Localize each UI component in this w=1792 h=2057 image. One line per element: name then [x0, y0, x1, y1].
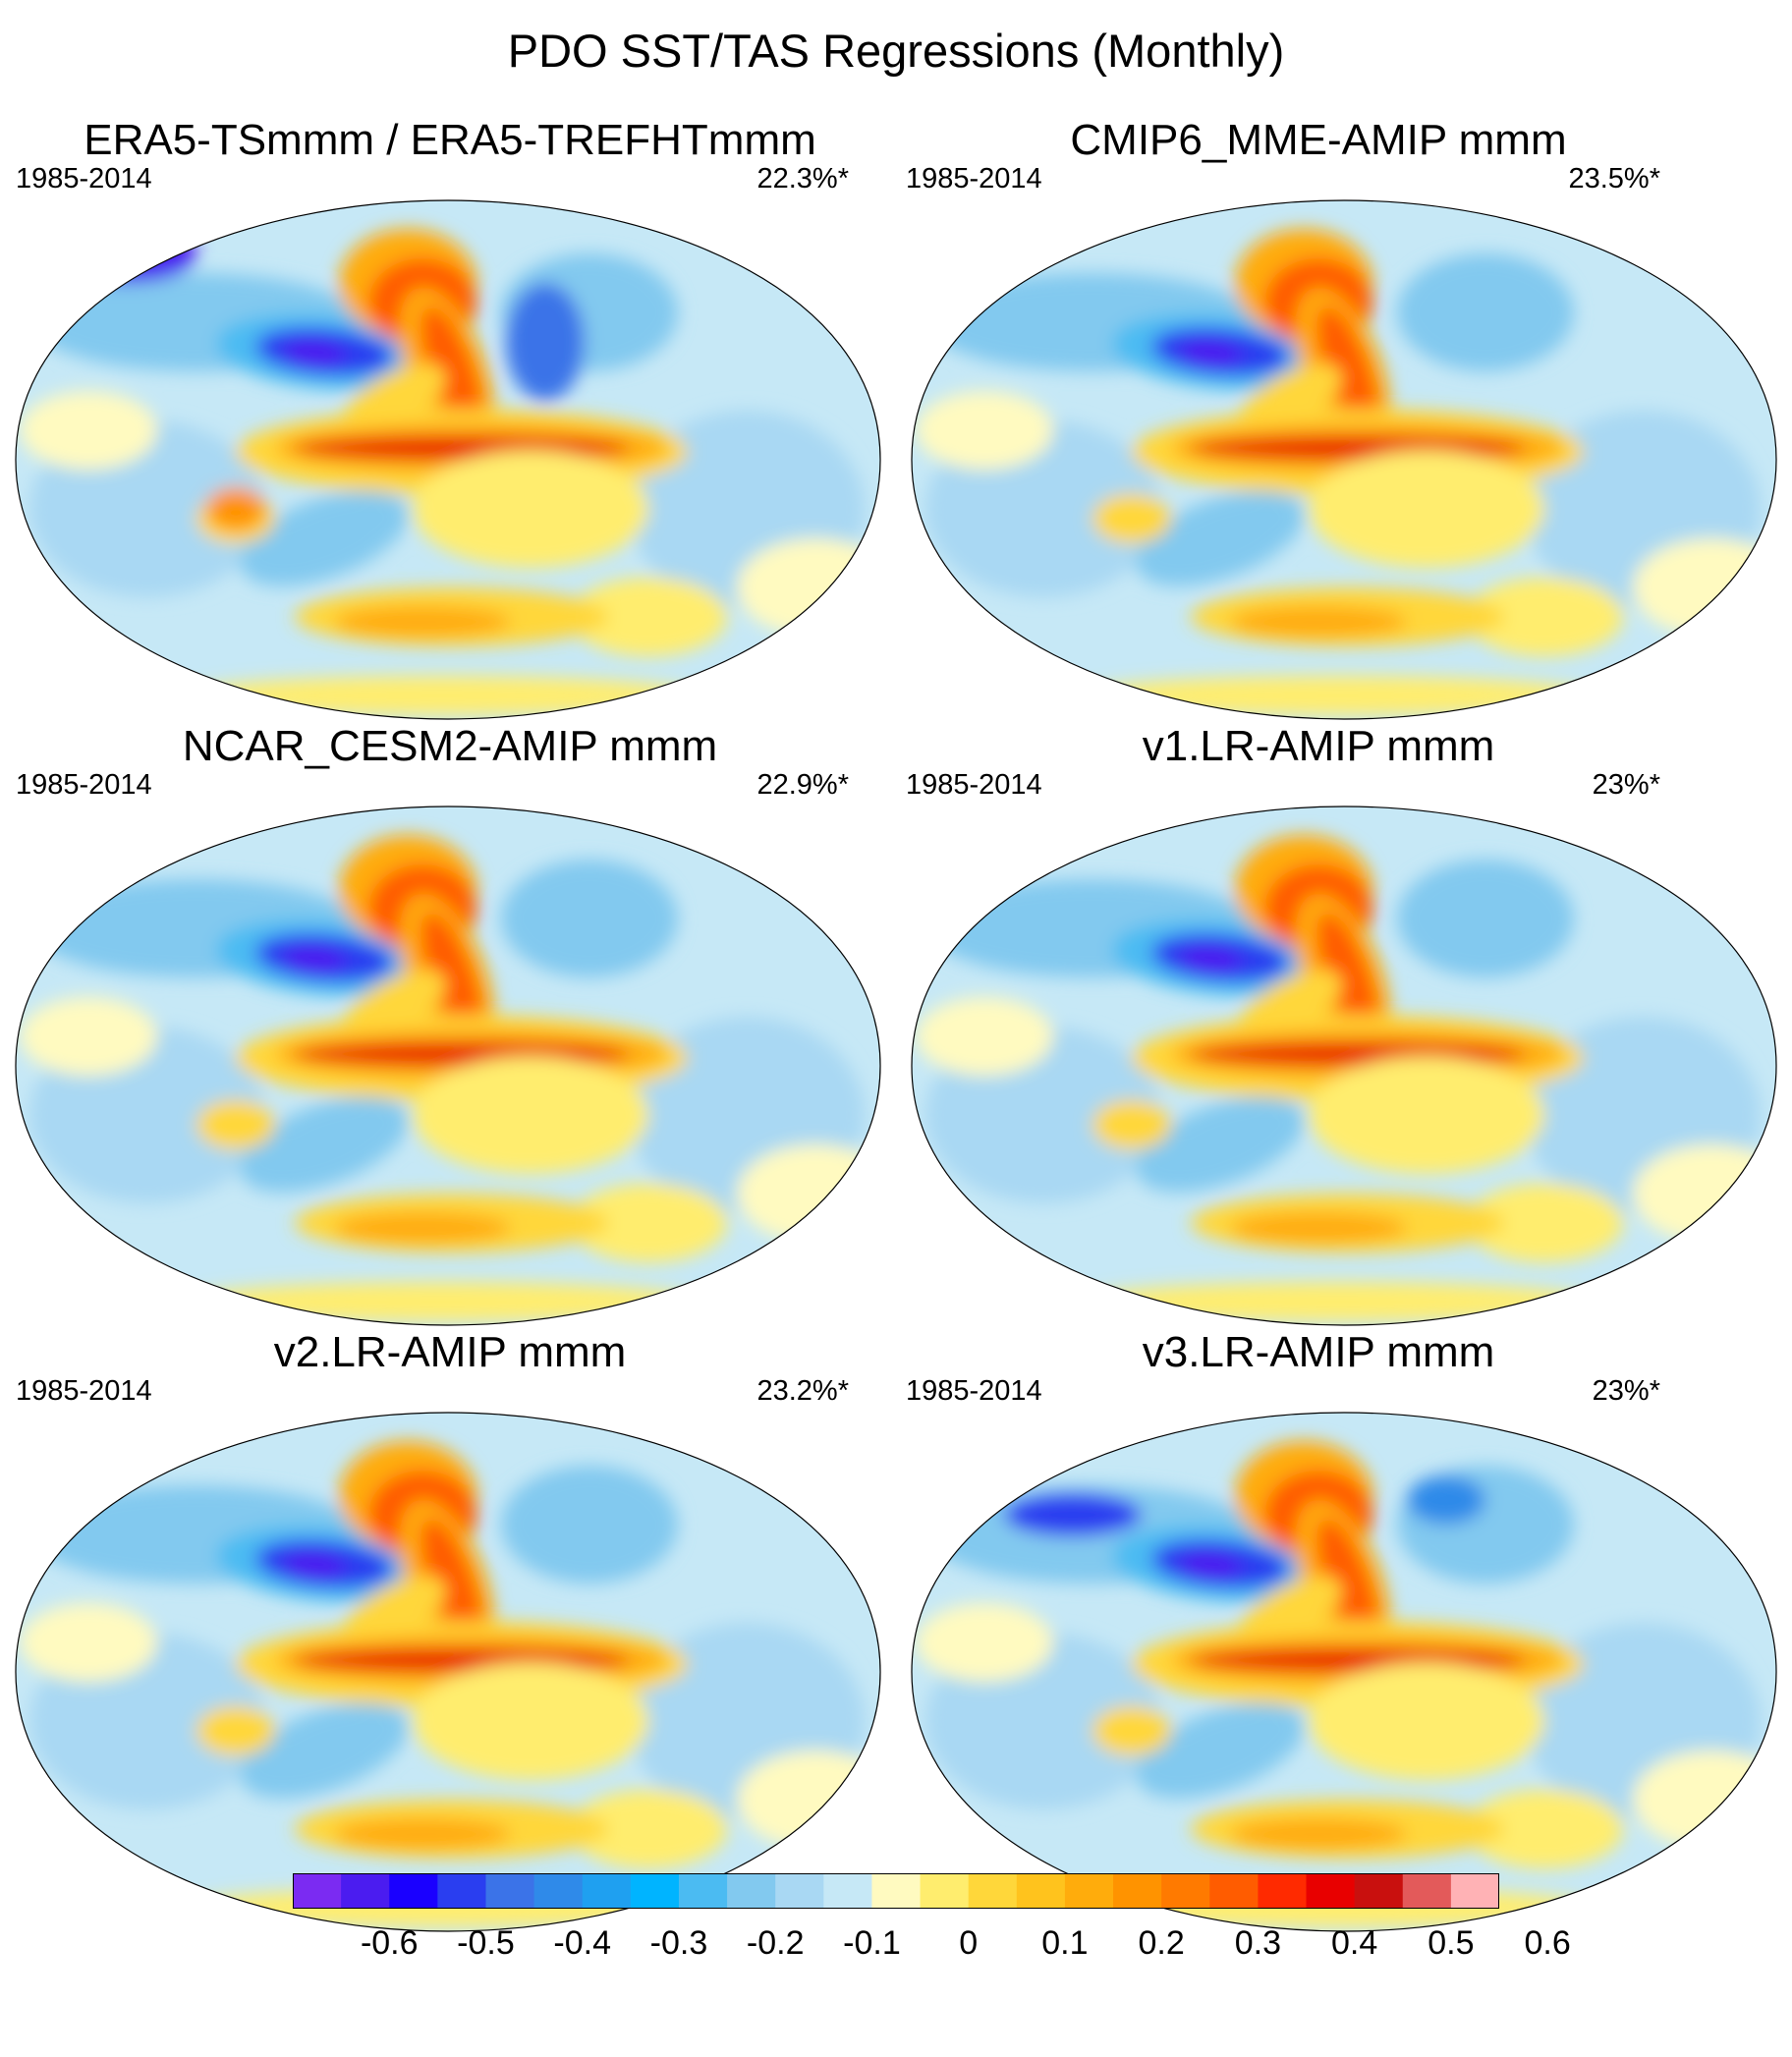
- colorbar-box: [1306, 1873, 1356, 1909]
- colorbar-box: [1161, 1873, 1210, 1909]
- colorbar-box: [630, 1873, 680, 1909]
- colorbar-box: [775, 1873, 824, 1909]
- map-panel-era5: ERA5-TSmmm / ERA5-TREFHTmmm 1985-2014 22…: [0, 116, 896, 720]
- map-panel-v1: v1.LR-AMIP mmm 1985-2014 23%*: [896, 722, 1792, 1326]
- regression-map: [15, 806, 881, 1326]
- colorbar: [293, 1873, 1499, 1909]
- colorbar-box: [920, 1873, 970, 1909]
- colorbar-box: [968, 1873, 1018, 1909]
- panel-period: 1985-2014: [16, 1375, 152, 1407]
- panel-period: 1985-2014: [906, 163, 1042, 195]
- colorbar-tick-label: 0.6: [1524, 1924, 1571, 1962]
- colorbar-tick-label: 0: [959, 1924, 979, 1962]
- colorbar-box: [1402, 1873, 1452, 1909]
- map-field: [16, 806, 880, 1325]
- panel-title: NCAR_CESM2-AMIP mmm: [182, 722, 718, 770]
- map-panel-cmip6: CMIP6_MME-AMIP mmm 1985-2014 23.5%*: [896, 116, 1792, 720]
- colorbar-box: [1258, 1873, 1308, 1909]
- map-border: [911, 806, 1777, 1326]
- panel-percent: 23.5%*: [1568, 163, 1660, 195]
- colorbar-box: [1016, 1873, 1066, 1909]
- colorbar-box: [533, 1873, 584, 1909]
- panel-period: 1985-2014: [906, 769, 1042, 801]
- panel-period: 1985-2014: [906, 1375, 1042, 1407]
- panel-percent: 23.2%*: [756, 1375, 849, 1407]
- colorbar-box: [823, 1873, 872, 1909]
- colorbar-box: [485, 1873, 535, 1909]
- colorbar-tick-label: -0.2: [746, 1924, 805, 1962]
- colorbar-tick-label: 0.3: [1234, 1924, 1282, 1962]
- regression-map: [15, 1412, 881, 1932]
- panel-title: ERA5-TSmmm / ERA5-TREFHTmmm: [84, 116, 816, 164]
- map-panel-v2: v2.LR-AMIP mmm 1985-2014 23.2%*: [0, 1328, 896, 1932]
- panel-title: v1.LR-AMIP mmm: [1142, 722, 1495, 770]
- colorbar-box: [293, 1873, 342, 1909]
- panel-percent: 23%*: [1592, 1375, 1660, 1407]
- colorbar-tick-label: 0.2: [1138, 1924, 1185, 1962]
- colorbar-box: [727, 1873, 776, 1909]
- colorbar-box: [341, 1873, 390, 1909]
- colorbar-tick-label: -0.3: [649, 1924, 708, 1962]
- colorbar-box: [1113, 1873, 1162, 1909]
- panel-title: v3.LR-AMIP mmm: [1142, 1328, 1495, 1376]
- map-border: [911, 199, 1777, 720]
- colorbar-tick-label: -0.6: [360, 1924, 419, 1962]
- map-border: [15, 1412, 881, 1932]
- map-panel-v3: v3.LR-AMIP mmm 1985-2014 23%*: [896, 1328, 1792, 1932]
- colorbar-tick-label: 0.4: [1330, 1924, 1378, 1962]
- panel-percent: 22.3%*: [756, 163, 849, 195]
- colorbar-tick-label: 0.5: [1428, 1924, 1475, 1962]
- panel-title: CMIP6_MME-AMIP mmm: [1070, 116, 1567, 164]
- figure-title: PDO SST/TAS Regressions (Monthly): [507, 25, 1285, 77]
- colorbar-tick-label: 0.1: [1041, 1924, 1089, 1962]
- regression-map: [911, 199, 1777, 720]
- colorbar-tick-label: -0.1: [843, 1924, 901, 1962]
- map-field: [16, 200, 880, 719]
- map-field: [912, 1413, 1776, 1931]
- colorbar-tick-label: -0.4: [553, 1924, 612, 1962]
- panel-period: 1985-2014: [16, 163, 152, 195]
- panel-percent: 22.9%*: [756, 769, 849, 801]
- colorbar-box: [582, 1873, 632, 1909]
- colorbar-tick-label: -0.5: [457, 1924, 515, 1962]
- panel-percent: 23%*: [1592, 769, 1660, 801]
- map-field: [912, 200, 1776, 719]
- map-field: [912, 806, 1776, 1325]
- map-panel-cesm2: NCAR_CESM2-AMIP mmm 1985-2014 22.9%*: [0, 722, 896, 1326]
- map-field: [16, 1413, 880, 1931]
- colorbar-box: [1354, 1873, 1404, 1909]
- colorbar-box: [1209, 1873, 1259, 1909]
- map-border: [15, 199, 881, 720]
- regression-map: [911, 806, 1777, 1326]
- regression-map: [911, 1412, 1777, 1932]
- colorbar-box: [1064, 1873, 1114, 1909]
- colorbar-labels: -0.6 -0.5 -0.4 -0.3 -0.2 -0.1 0 0.1 0.2 0.3 0.4 0.5…: [0, 1924, 1792, 1974]
- panel-title: v2.LR-AMIP mmm: [273, 1328, 627, 1376]
- colorbar-box: [678, 1873, 728, 1909]
- regression-map: [15, 199, 881, 720]
- map-border: [15, 806, 881, 1326]
- colorbar-box: [1450, 1873, 1499, 1909]
- colorbar-frame: [293, 1873, 1499, 1909]
- colorbar-box: [389, 1873, 438, 1909]
- colorbar-box: [437, 1873, 486, 1909]
- panel-period: 1985-2014: [16, 769, 152, 801]
- colorbar-box: [871, 1873, 922, 1909]
